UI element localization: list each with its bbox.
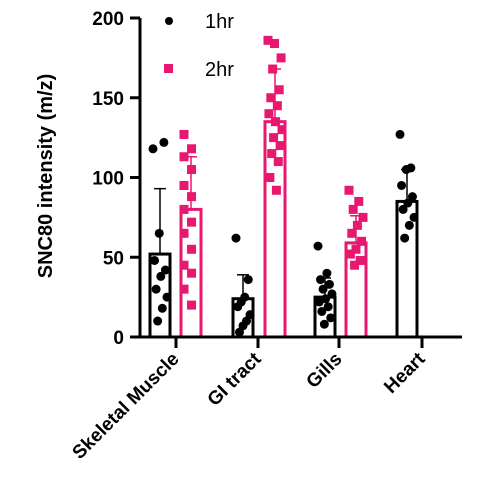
legend-label-1hr: 1hr <box>205 11 234 33</box>
2hr-point <box>187 144 197 154</box>
2hr-point <box>357 236 367 246</box>
1hr-point <box>397 180 407 190</box>
2hr-point <box>350 260 360 270</box>
2hr-point <box>187 165 197 175</box>
1hr-point <box>150 255 160 265</box>
x-tick-label: Gills <box>303 349 347 393</box>
1hr-point <box>148 144 158 154</box>
1hr-point <box>159 137 169 147</box>
2hr-point <box>352 220 362 230</box>
1hr-point <box>153 316 163 326</box>
1hr-point <box>409 212 419 222</box>
1hr-point <box>233 302 243 312</box>
2hr-point <box>179 228 189 238</box>
y-ticks: 0 50 100 150 200 <box>92 9 140 349</box>
2hr-point <box>274 85 284 95</box>
1hr-point <box>398 204 408 214</box>
2hr-point <box>269 133 279 143</box>
1hr-point <box>403 198 413 208</box>
2hr-point <box>187 244 197 254</box>
legend: 1hr 2hr <box>164 11 234 81</box>
2hr-point <box>268 64 278 74</box>
x-tick-label: GI tract <box>204 348 266 410</box>
y-tick-label: 0 <box>113 328 124 349</box>
2hr-point <box>179 129 189 139</box>
1hr-point <box>407 192 417 202</box>
y-tick-label: 100 <box>92 169 124 190</box>
2hr-point <box>355 255 365 265</box>
2hr-point <box>354 196 364 206</box>
1hr-point <box>404 220 414 230</box>
2hr-point <box>179 152 189 162</box>
2hr-point <box>187 192 197 202</box>
y-tick-label: 150 <box>92 89 124 110</box>
2hr-point <box>347 228 357 238</box>
2hr-point <box>344 185 354 195</box>
2hr-point <box>271 185 281 195</box>
2hr-point <box>179 180 189 190</box>
2hr-point <box>266 93 276 103</box>
2hr-point <box>265 173 275 182</box>
1hr-point <box>154 228 164 238</box>
2hr-point <box>345 249 355 259</box>
1hr-point <box>316 275 326 285</box>
legend-label-2hr: 2hr <box>205 59 234 81</box>
1hr-point <box>322 268 332 278</box>
2hr-point <box>358 212 368 222</box>
2hr-point <box>277 125 287 135</box>
2hr-point <box>187 217 197 227</box>
x-tick-label: Skeletal Muscle <box>69 349 184 464</box>
1hr-point <box>324 279 334 289</box>
1hr-point <box>326 313 336 323</box>
1hr-point <box>156 271 166 281</box>
y-tick-label: 200 <box>92 9 124 30</box>
legend-marker-1hr <box>165 17 173 25</box>
1hr-point <box>160 265 170 275</box>
2hr-point <box>179 284 189 294</box>
y-tick-label: 50 <box>103 248 124 269</box>
1hr-point <box>327 289 337 299</box>
2hr-point <box>348 204 358 214</box>
1hr-point <box>317 306 327 316</box>
2hr-point <box>273 157 283 167</box>
1hr-point <box>151 284 161 294</box>
2hr-point <box>267 149 277 159</box>
1hr-point <box>235 327 244 337</box>
2hr-point <box>187 268 197 278</box>
1hr-point <box>401 165 411 175</box>
y-axis-title: SNC80 intensity (m/z) <box>35 74 57 278</box>
2hr-point <box>179 260 189 270</box>
1hr-point <box>395 129 405 139</box>
1hr-point <box>314 297 324 307</box>
x-tick-label: Heart <box>380 348 430 398</box>
1hr-point <box>157 303 167 313</box>
2hr-point <box>187 300 197 310</box>
1hr-point <box>231 233 241 243</box>
2hr-point <box>272 101 282 111</box>
1hr-point <box>319 319 329 329</box>
2hr-point <box>270 117 280 127</box>
2hr-point <box>270 39 280 49</box>
2hr-point <box>179 204 189 214</box>
1hr-point <box>318 284 328 294</box>
2hr-point <box>263 35 273 45</box>
1hr-point <box>313 241 323 251</box>
1hr-point <box>162 292 172 302</box>
1hr-point <box>400 233 410 243</box>
2hr-point <box>351 244 361 254</box>
2hr-point <box>275 141 285 151</box>
1hr-point <box>243 275 253 285</box>
x-ticks: Skeletal Muscle GI tract Gills Heart <box>69 337 430 464</box>
1hr-point <box>323 302 333 312</box>
2hr-point <box>276 53 286 63</box>
points-layer <box>148 35 419 337</box>
2hr-point <box>264 109 274 119</box>
legend-marker-2hr <box>164 64 173 73</box>
